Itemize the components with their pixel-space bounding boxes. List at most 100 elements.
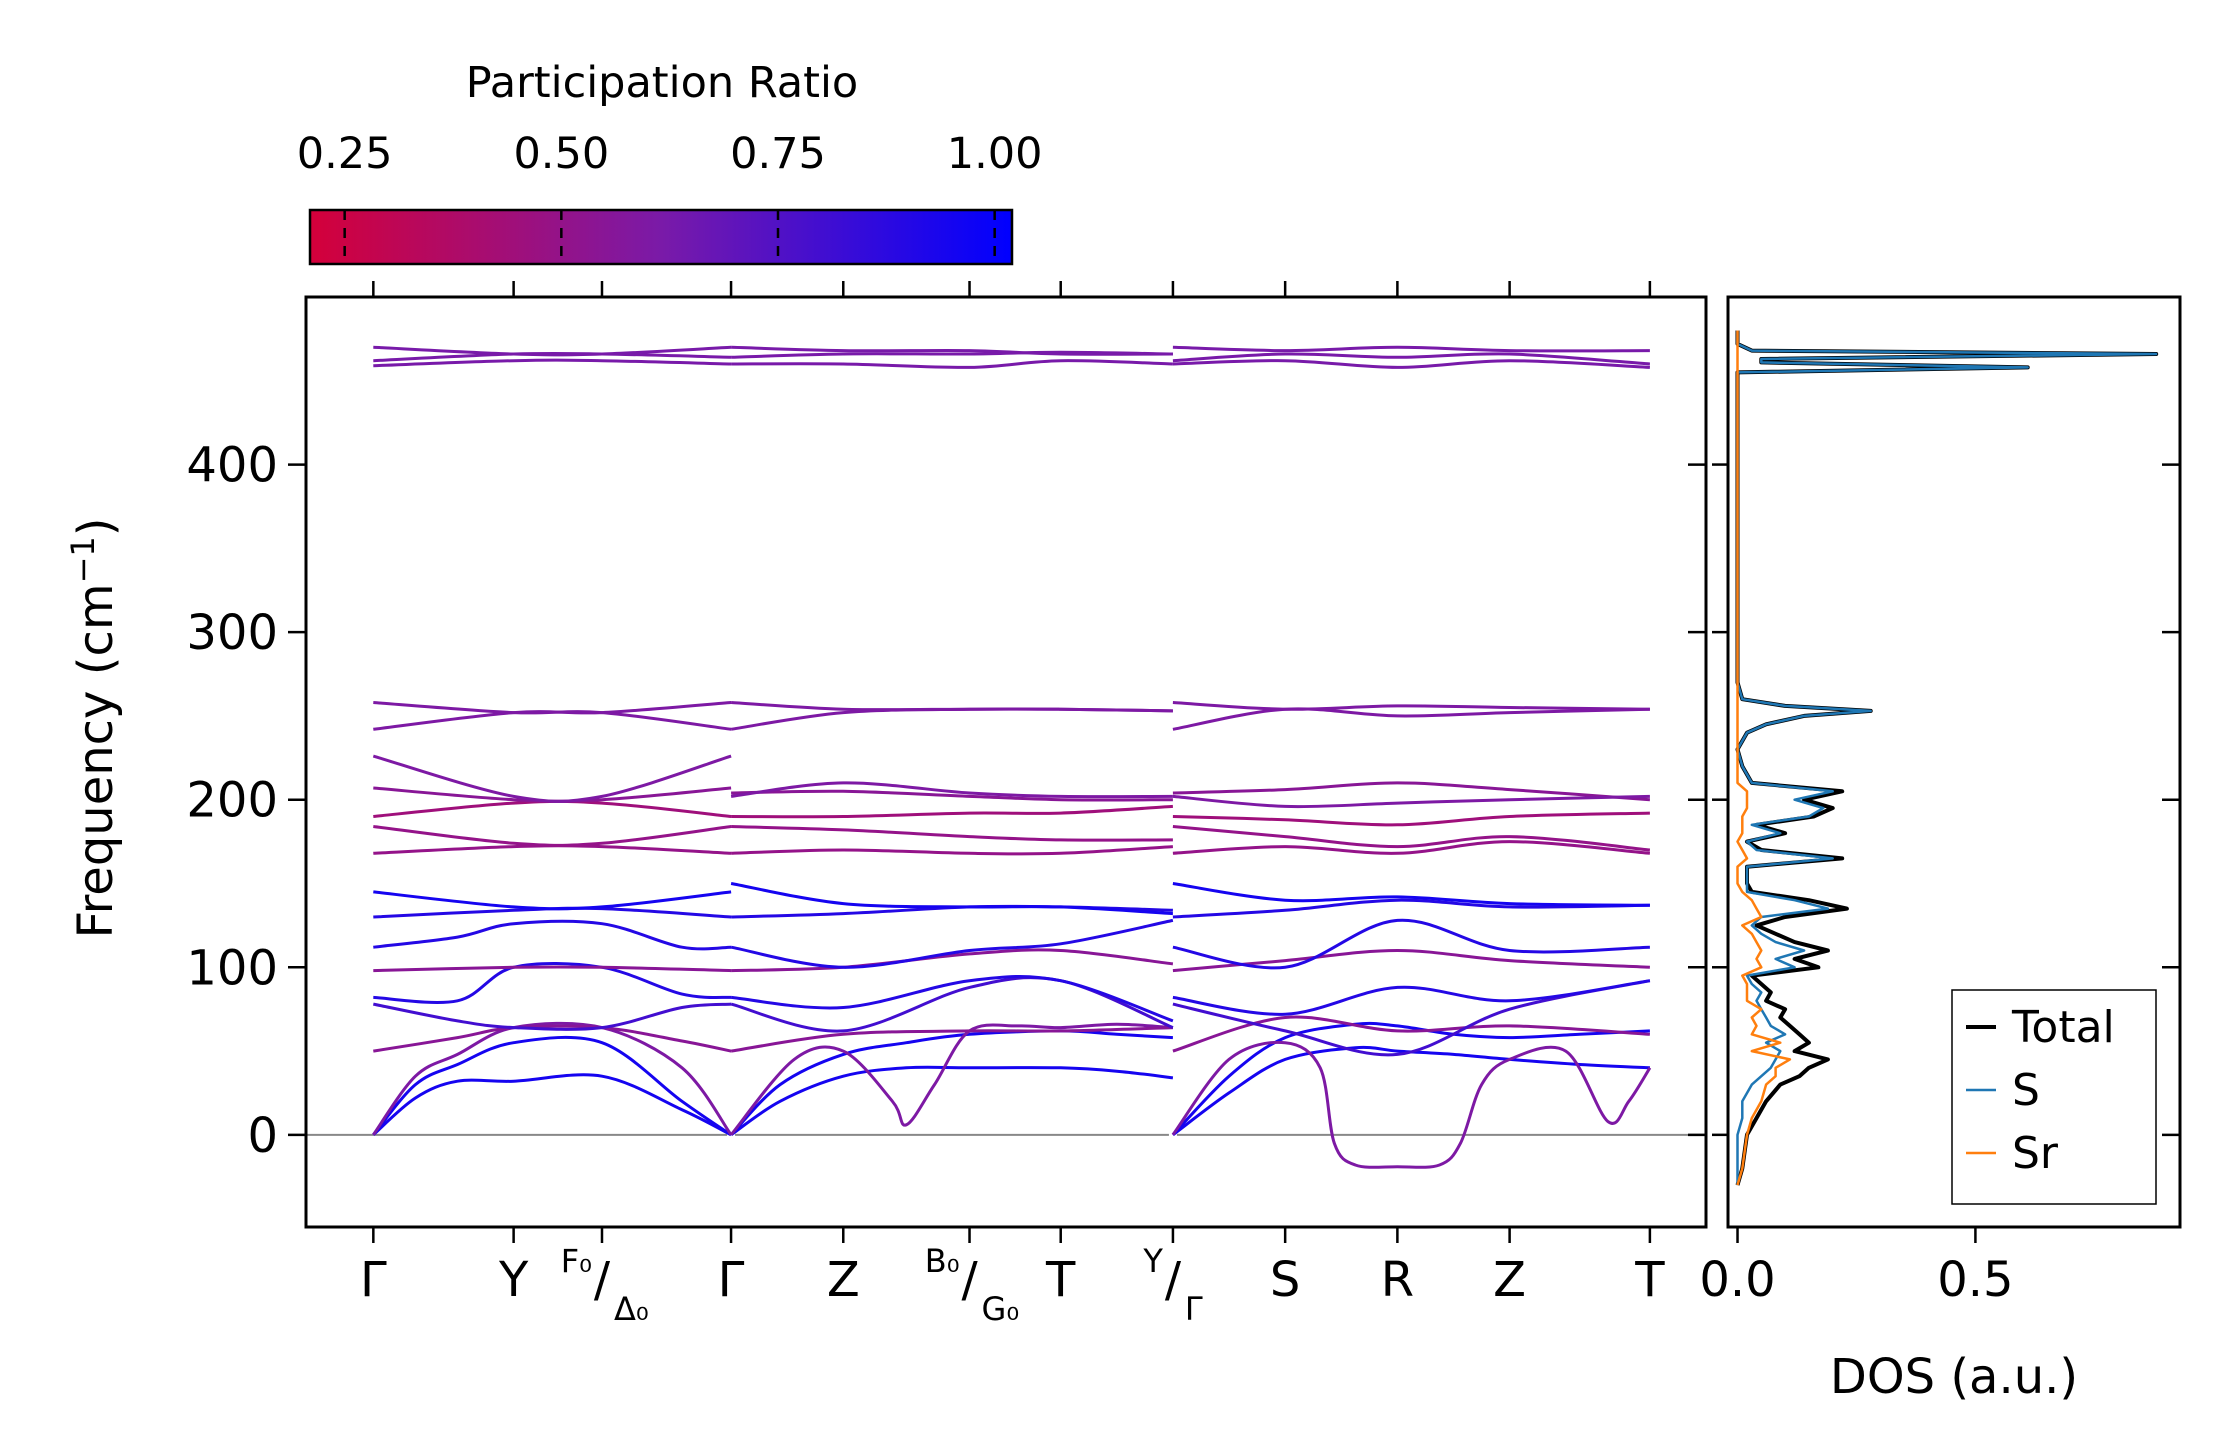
band-optical-82 — [730, 975, 1174, 1023]
high-symmetry-labels: Γ Y F₀/Δ₀Γ Z B₀/G₀T Y/ΓS R Z T — [360, 1242, 1665, 1328]
band-optical-470 — [373, 345, 732, 357]
band-optical-145 — [730, 882, 1173, 916]
band-optical-184 — [1172, 825, 1651, 852]
legend-label-total: Total — [2011, 1002, 2115, 1053]
band-optical-226 — [372, 754, 732, 803]
kpoint-label: T — [1045, 1252, 1076, 1308]
band-optical-470 — [1172, 345, 1650, 353]
band-optical-168 — [1172, 840, 1651, 855]
kpoint-label-sub: G₀ — [982, 1290, 1020, 1328]
band-optical-242 — [1172, 707, 1650, 731]
band-optical-48 — [1172, 1015, 1650, 1053]
kpoint-label: Z — [1493, 1252, 1526, 1308]
band-optical-190 — [1172, 811, 1650, 827]
band-optical-184 — [373, 825, 732, 847]
band-optical-184 — [731, 825, 1173, 842]
band-optical-242 — [730, 707, 1173, 731]
kpoint-label: R — [1381, 1252, 1414, 1308]
dos-legend: Total S Sr — [1951, 989, 2157, 1205]
band-optical-470 — [731, 345, 1173, 356]
y-tick-label: 100 — [186, 940, 278, 996]
kpoint-label-slash: / — [1165, 1252, 1182, 1308]
colorbar-ticks: 0.25 0.50 0.75 1.00 — [297, 129, 1043, 264]
band-optical-145 — [373, 890, 732, 911]
colorbar-gradient — [308, 208, 1014, 266]
band-guides — [306, 297, 1706, 1227]
band-optical-207 — [731, 789, 1173, 802]
kpoint-label-composite: F₀/Δ₀ — [561, 1242, 649, 1328]
band-soft-acoustic — [729, 1022, 1173, 1136]
band-optical-168 — [373, 844, 732, 855]
band-optical-48 — [373, 1024, 732, 1053]
band-optical-82 — [373, 962, 732, 1004]
y-tick-label: 0 — [247, 1108, 278, 1164]
band-optical-82 — [1172, 979, 1651, 1016]
y-tick-label: 200 — [186, 773, 278, 829]
kpoint-label: Γ — [718, 1252, 745, 1308]
dos-series-sr — [1736, 330, 1792, 1186]
band-optical-98 — [1172, 949, 1650, 973]
band-axes-frame — [304, 295, 1708, 1229]
dos-x-axis-label: DOS (a.u.) — [1830, 1349, 2078, 1405]
dos-ticks: 0.0 0.5 — [1699, 463, 2180, 1308]
band-acoustic-1 — [730, 1065, 1174, 1137]
kpoint-label: S — [1270, 1252, 1300, 1308]
colorbar-tick-label: 1.00 — [947, 129, 1043, 179]
kpoint-label: Z — [827, 1252, 860, 1308]
legend-label-s: S — [2012, 1065, 2040, 1116]
band-optical-112 — [1172, 918, 1650, 970]
band-acoustic-2 — [372, 1035, 732, 1137]
band-optical-78 — [1172, 979, 1651, 1057]
band-optical-207 — [1172, 781, 1651, 802]
colorbar-title: Participation Ratio — [466, 58, 859, 108]
band-soft-acoustic — [1171, 1040, 1652, 1169]
band-optical-98 — [373, 965, 732, 973]
y-axis-label-sup: −1 — [64, 536, 102, 583]
band-acoustic-2 — [1171, 1021, 1650, 1136]
band-optical-190 — [731, 804, 1173, 819]
band-optical-145 — [1172, 882, 1650, 907]
band-optical-168 — [731, 845, 1173, 856]
band-acoustic-2 — [730, 1029, 1173, 1136]
kpoint-label-sub: Γ — [1185, 1290, 1203, 1328]
y-axis-label-close: ) — [68, 517, 124, 536]
band-optical-226 — [1172, 794, 1650, 809]
kpoint-label-sup: F₀ — [561, 1242, 592, 1280]
dos-x-tick-label: 0.0 — [1699, 1252, 1775, 1308]
band-optical-190 — [373, 799, 732, 818]
band-optical-112 — [373, 919, 732, 951]
band-optical-112 — [730, 918, 1174, 969]
band-optical-458 — [1172, 359, 1650, 369]
band-acoustic-1 — [372, 1073, 732, 1137]
kpoint-label: Γ — [360, 1252, 387, 1308]
colorbar: Participation Ratio 0.25 0.50 0.75 1.00 — [297, 58, 1043, 266]
kpoint-label: T — [1634, 1252, 1665, 1308]
colorbar-tick-label: 0.25 — [297, 129, 393, 179]
band-optical-462 — [731, 350, 1173, 359]
dos-panel: 0.0 0.5 DOS (a.u.) Total S Sr — [1699, 295, 2182, 1405]
y-tick-label: 400 — [186, 438, 278, 494]
band-optical-462 — [1172, 352, 1651, 366]
band-optical-258 — [1172, 701, 1650, 711]
band-ticks: 0 100 200 300 400 — [186, 281, 1706, 1243]
colorbar-tick-label: 0.75 — [730, 129, 826, 179]
band-acoustic-1 — [1172, 1045, 1650, 1137]
kpoint-label-sup: B₀ — [925, 1242, 960, 1280]
kpoint-label-composite: B₀/G₀ — [925, 1242, 1019, 1328]
kpoint-label-sub: Δ₀ — [614, 1290, 649, 1328]
band-optical-78 — [373, 1002, 732, 1031]
dos-x-tick-label: 0.5 — [1937, 1252, 2013, 1308]
legend-items: Total S Sr — [1966, 1002, 2115, 1179]
band-optical-258 — [731, 701, 1173, 713]
band-optical-258 — [373, 701, 732, 731]
band-optical-207 — [373, 786, 732, 803]
y-axis-label-main: Frequency (cm — [68, 583, 124, 938]
kpoint-label-composite: Y/Γ — [1142, 1242, 1203, 1328]
band-optical-458 — [731, 359, 1173, 369]
kpoint-label-slash: / — [961, 1252, 978, 1308]
kpoint-label-sup: Y — [1142, 1242, 1163, 1280]
y-axis-label: Frequency (cm−1) — [64, 517, 124, 938]
band-optical-48 — [730, 1026, 1173, 1053]
